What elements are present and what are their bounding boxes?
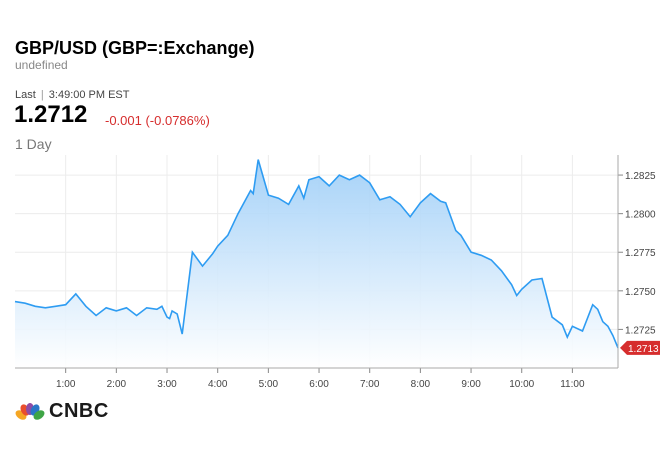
x-tick-label: 7:00 bbox=[360, 379, 380, 390]
y-tick-label: 1.2800 bbox=[625, 210, 656, 221]
x-tick-label: 1:00 bbox=[56, 379, 76, 390]
x-tick-label: 5:00 bbox=[259, 379, 279, 390]
x-tick-label: 9:00 bbox=[461, 379, 481, 390]
x-tick-label: 8:00 bbox=[411, 379, 431, 390]
last-update-line: Last | 3:49:00 PM EST bbox=[15, 89, 130, 101]
time-range-label: 1 Day bbox=[15, 136, 52, 152]
x-tick-label: 6:00 bbox=[309, 379, 329, 390]
last-label: Last bbox=[15, 89, 36, 101]
separator: | bbox=[40, 89, 44, 101]
peacock-icon bbox=[15, 402, 45, 420]
last-value-label: 1.2713 bbox=[628, 344, 659, 355]
x-tick-label: 10:00 bbox=[509, 379, 534, 390]
logo-text: CNBC bbox=[49, 400, 109, 422]
price-change: -0.001 (-0.0786%) bbox=[105, 113, 210, 128]
instrument-subtitle: undefined bbox=[15, 58, 68, 72]
last-value-badge-shape bbox=[620, 340, 660, 355]
last-value-badge: 1.2713 bbox=[620, 340, 660, 355]
y-tick-label: 1.2750 bbox=[625, 287, 656, 298]
y-tick-label: 1.2775 bbox=[625, 248, 656, 259]
cnbc-logo: CNBC bbox=[15, 400, 109, 423]
x-tick-label: 3:00 bbox=[157, 379, 177, 390]
price-line bbox=[14, 159, 619, 349]
price-area bbox=[15, 159, 618, 368]
x-tick-label: 11:00 bbox=[560, 379, 585, 390]
last-price: 1.2712 bbox=[14, 101, 88, 128]
y-tick-label: 1.2725 bbox=[625, 325, 656, 336]
last-time: 3:49:00 PM EST bbox=[48, 89, 130, 101]
axes: 1.2725 1.2750 1.2775 1.2800 1.2825 1:00 2:00 3:… bbox=[15, 155, 656, 390]
price-chart: CNBC 1.27251.27501.27751.28001.28251:002… bbox=[14, 155, 660, 390]
x-tick-label: 2:00 bbox=[107, 379, 127, 390]
y-tick-label: 1.2825 bbox=[625, 171, 656, 182]
instrument-title: GBP/USD (GBP=:Exchange) bbox=[15, 38, 255, 58]
x-tick-label: 4:00 bbox=[208, 379, 228, 390]
